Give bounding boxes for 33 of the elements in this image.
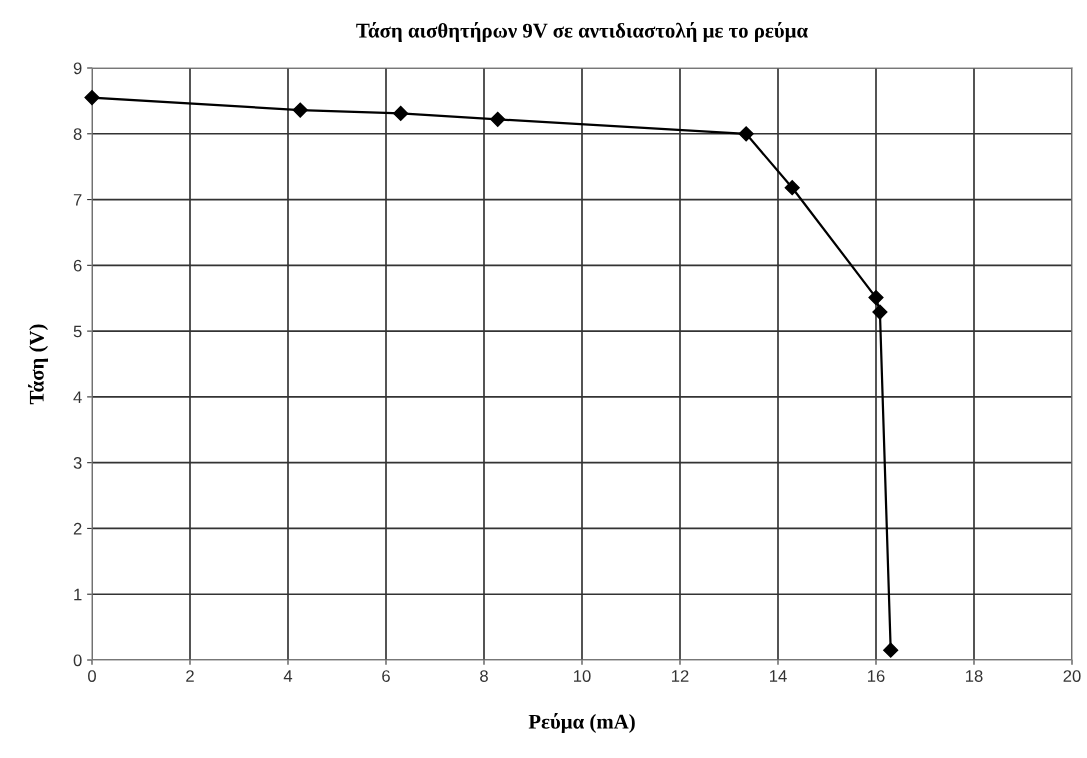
x-axis-title: Ρεύμα (mA) [528, 713, 635, 733]
x-tick-label: 18 [966, 670, 983, 682]
point [490, 111, 506, 127]
x-tick-label: 20 [1063, 670, 1081, 682]
point [292, 102, 308, 118]
y-tick-label: 0 [73, 654, 82, 667]
x-tick-label: 6 [382, 670, 390, 682]
x-tick-label: 12 [672, 670, 689, 682]
x-tick-label: 8 [480, 670, 488, 682]
y-tick-label: 1 [74, 588, 82, 601]
y-tick-label: 8 [73, 128, 82, 140]
x-tick-label: 10 [574, 670, 591, 682]
point [784, 180, 800, 196]
point [393, 105, 409, 121]
y-tick-label: 3 [73, 457, 82, 469]
y-tick-label: 2 [73, 522, 82, 535]
x-tick-label: 2 [186, 670, 194, 682]
point [84, 90, 100, 106]
point [868, 289, 884, 306]
point [883, 642, 899, 658]
chart-title: Τάση αισθητήρων 9V σε αντιδιαστολή με το ρεύμα [356, 21, 808, 42]
y-tick-label: 5 [73, 325, 82, 338]
point [872, 304, 888, 320]
y-axis-title: Τάση (V) [28, 324, 49, 405]
y-tick-label: 4 [73, 391, 82, 403]
x-tick-label: 16 [868, 670, 885, 682]
y-tick-label: 7 [73, 194, 82, 206]
y-tick-label: 6 [73, 259, 82, 272]
x-tick-label: 14 [770, 670, 787, 682]
y-tick-label: 9 [73, 62, 82, 75]
x-tick-label: 0 [88, 670, 96, 682]
x-tick-label: 4 [283, 670, 293, 682]
point [738, 126, 754, 142]
